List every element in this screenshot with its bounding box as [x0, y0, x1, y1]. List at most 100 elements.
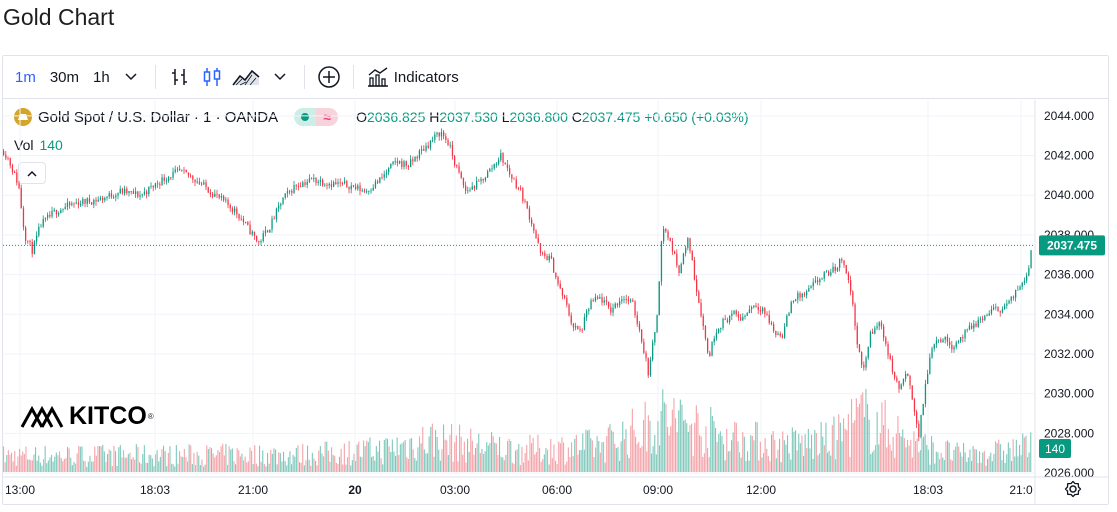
volume-bar: [841, 441, 843, 472]
volume-bar: [697, 413, 699, 472]
add-symbol-icon[interactable]: [316, 64, 342, 90]
price-tick-label: 2034.000: [1044, 307, 1094, 321]
candle-body: [1010, 296, 1012, 301]
volume-bar: [918, 452, 920, 472]
volume-bar: [887, 428, 889, 472]
volume-bar: [503, 460, 505, 472]
volume-bar: [443, 424, 445, 472]
volume-bar: [607, 427, 609, 472]
volume-bar: [431, 423, 433, 472]
candle-body: [812, 282, 814, 287]
volume-bar: [244, 456, 246, 472]
volume-bar: [129, 452, 131, 472]
volume-bar: [1007, 442, 1009, 472]
volume-bar: [708, 457, 710, 472]
chevron-down-icon[interactable]: [118, 64, 144, 90]
volume-bar: [567, 447, 569, 472]
volume-bar: [1023, 437, 1025, 472]
volume-bar: [691, 423, 693, 472]
candle-body: [885, 337, 887, 344]
volume-bar: [342, 464, 344, 472]
volume-bar: [908, 445, 910, 472]
candle-body: [799, 293, 801, 298]
close-label: C: [571, 109, 582, 125]
indicators-button[interactable]: Indicators: [362, 64, 459, 90]
volume-bar: [380, 458, 382, 472]
volume-bar: [393, 451, 395, 472]
volume-bar: [382, 464, 384, 472]
candle-body: [883, 326, 885, 338]
volume-bar: [662, 389, 664, 472]
volume-bar: [684, 419, 686, 472]
volume-bar: [559, 443, 561, 472]
candle-body: [390, 164, 392, 168]
volume-bar: [641, 446, 643, 472]
candle-body: [825, 271, 828, 273]
candle-body: [251, 231, 253, 235]
volume-bar: [457, 461, 459, 472]
candle-body: [374, 181, 377, 188]
volume-bar: [854, 420, 856, 472]
interval-1m-button[interactable]: 1m: [15, 68, 36, 86]
chevron-down-icon[interactable]: [267, 64, 293, 90]
volume-bar: [799, 443, 801, 472]
candle-body: [432, 139, 434, 141]
candle-body: [949, 341, 951, 345]
volume-bar: [673, 398, 675, 472]
volume-bar: [324, 441, 326, 472]
volume-bar: [366, 440, 368, 472]
volume-bar: [742, 432, 744, 472]
candle-body: [286, 191, 289, 194]
volume-bar: [863, 416, 865, 472]
candle-body: [905, 373, 907, 379]
volume-bar: [396, 437, 398, 472]
candle-body: [462, 177, 465, 186]
volume-bar: [695, 405, 697, 472]
area-chart-type-icon[interactable]: [231, 64, 261, 90]
volume-bar: [385, 438, 387, 472]
volume-bar: [878, 444, 880, 472]
candle-body: [97, 199, 99, 202]
volume-bar: [183, 448, 185, 472]
symbol-name[interactable]: Gold Spot / U.S. Dollar · 1 · OANDA: [38, 108, 279, 126]
indicators-label: Indicators: [393, 68, 459, 86]
candle-body: [53, 209, 55, 212]
volume-bar: [1030, 432, 1032, 472]
candle-body: [438, 132, 440, 137]
collapse-legend-button[interactable]: [18, 162, 46, 184]
volume-bar: [60, 457, 62, 472]
candle-body: [220, 196, 223, 198]
volume-bar: [430, 426, 432, 472]
candle-body: [476, 180, 478, 189]
candle-body: [326, 184, 328, 186]
volume-bar: [251, 450, 253, 472]
chart-settings-button[interactable]: [1064, 480, 1082, 503]
volume-bar: [79, 446, 81, 472]
volume-bar: [147, 462, 149, 472]
candle-body: [586, 310, 588, 318]
volume-bar: [257, 466, 259, 472]
volume-bar: [459, 424, 461, 472]
volume-bar: [241, 453, 243, 472]
candle-body: [957, 341, 960, 343]
market-status-pill[interactable]: ≈: [294, 108, 339, 126]
bar-chart-type-icon[interactable]: [167, 64, 193, 90]
volume-bar: [585, 429, 587, 472]
candle-body: [839, 259, 841, 268]
candle-body: [711, 342, 713, 356]
candle-chart-type-icon[interactable]: [199, 64, 225, 90]
candle-body: [700, 302, 702, 316]
interval-1h-button[interactable]: 1h: [93, 68, 110, 86]
candle-body: [561, 288, 564, 296]
interval-30m-button[interactable]: 30m: [49, 68, 80, 86]
volume-bar: [894, 457, 896, 472]
candle-body: [845, 265, 847, 274]
volume-bar: [75, 463, 77, 472]
volume-bar: [54, 456, 56, 472]
volume-bar: [839, 422, 841, 472]
volume-bar: [779, 438, 781, 472]
volume-bar: [780, 462, 782, 472]
candle-body: [729, 316, 731, 323]
volume-bar: [615, 448, 617, 472]
